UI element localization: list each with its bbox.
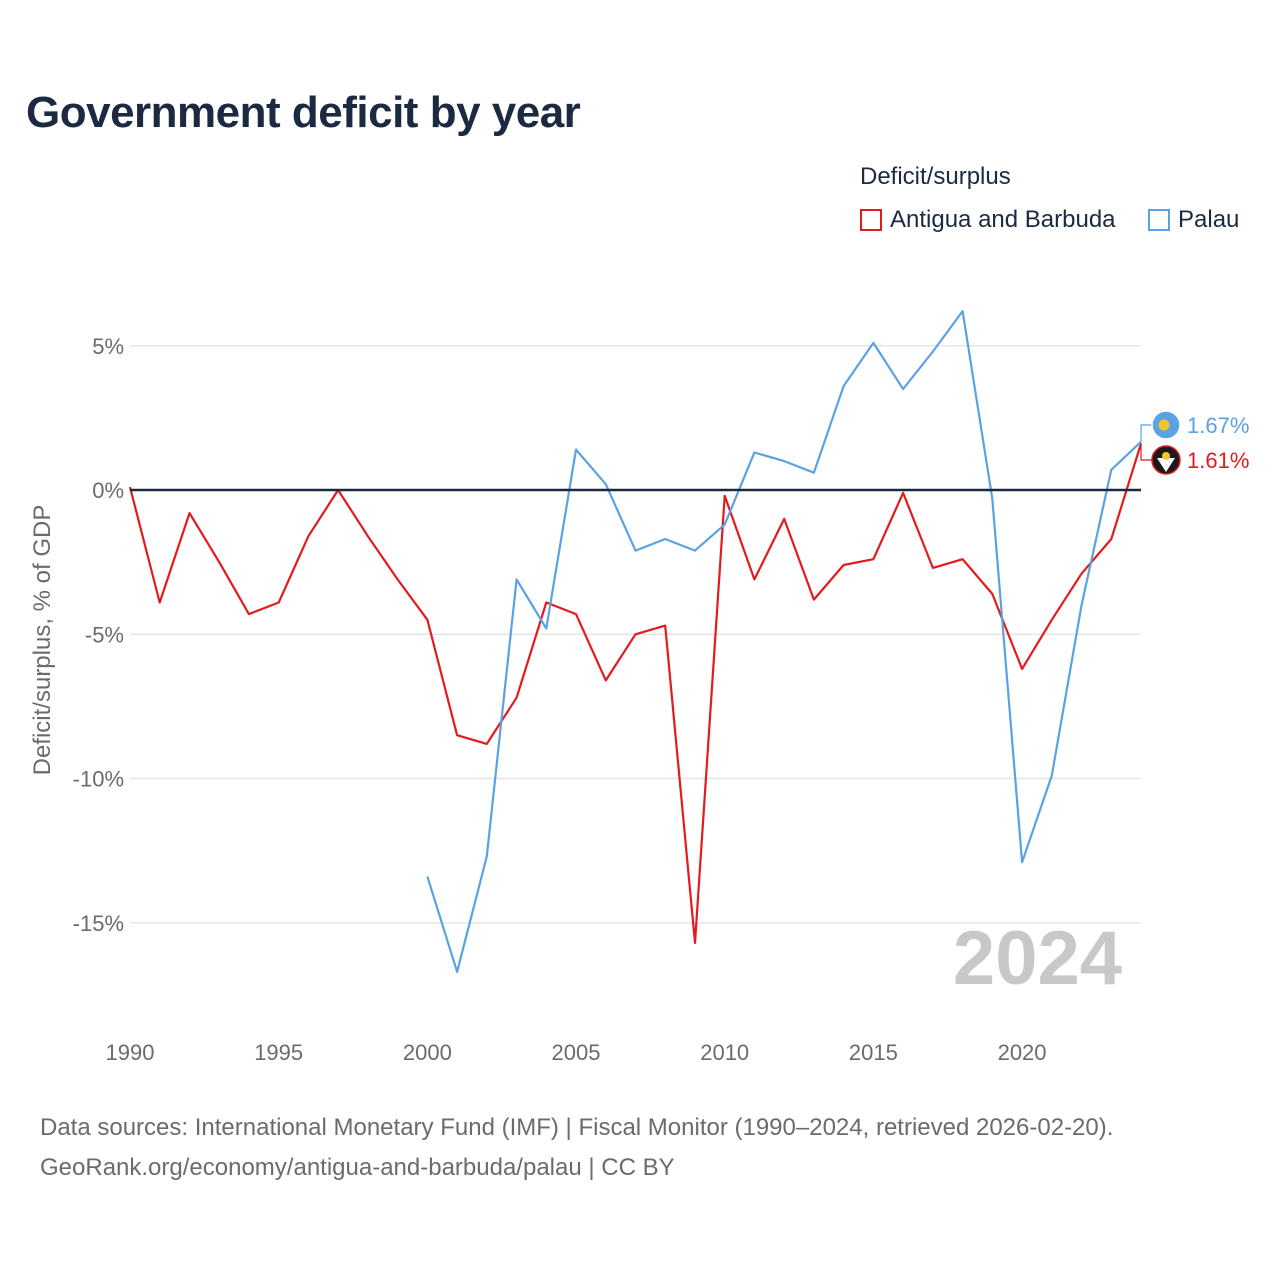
x-tick-label: 1995 bbox=[254, 1040, 303, 1065]
x-tick-label: 1990 bbox=[106, 1040, 155, 1065]
y-axis-label: Deficit/surplus, % of GDP bbox=[29, 505, 56, 776]
x-tick-label: 2015 bbox=[849, 1040, 898, 1065]
end-connector-antigua-and-barbuda bbox=[1140, 443, 1152, 461]
y-axis-ticks: 5% 0% -5% -10% -15% bbox=[73, 334, 124, 936]
series-lines bbox=[128, 310, 1143, 973]
x-tick-label: 2000 bbox=[403, 1040, 452, 1065]
series-line-palau[interactable] bbox=[426, 310, 1142, 973]
legend-item-antigua-and-barbuda[interactable]: Antigua and Barbuda bbox=[860, 205, 1116, 235]
y-tick-label: 5% bbox=[92, 334, 124, 359]
y-tick-label: 0% bbox=[92, 478, 124, 503]
legend-swatch-palau bbox=[1148, 209, 1170, 231]
legend-swatch-antigua-and-barbuda bbox=[860, 209, 882, 231]
legend-title: Deficit/surplus bbox=[860, 163, 1011, 190]
series-line-antigua-and-barbuda[interactable] bbox=[128, 443, 1143, 945]
antigua-flag-sun bbox=[1162, 452, 1170, 460]
year-watermark: 2024 bbox=[953, 916, 1122, 1001]
x-tick-label: 2005 bbox=[552, 1040, 601, 1065]
source-line-2[interactable]: GeoRank.org/economy/antigua-and-barbuda/… bbox=[40, 1154, 675, 1181]
x-tick-label: 2010 bbox=[700, 1040, 749, 1065]
y-tick-label: -15% bbox=[73, 911, 124, 936]
legend-label-antigua-and-barbuda: Antigua and Barbuda bbox=[890, 206, 1116, 233]
x-axis-ticks: 1990 1995 2000 2005 2010 2015 2020 bbox=[106, 1040, 1047, 1065]
antigua-flag-chevron bbox=[1157, 458, 1175, 472]
source-line-1: Data sources: International Monetary Fun… bbox=[40, 1114, 1114, 1141]
y-tick-label: -10% bbox=[73, 767, 124, 792]
chart-title: Government deficit by year bbox=[26, 88, 581, 137]
end-value-label-antigua-and-barbuda: 1.61% bbox=[1187, 448, 1249, 473]
y-tick-label: -5% bbox=[85, 622, 124, 647]
source-note: Data sources: International Monetary Fun… bbox=[40, 1108, 1113, 1188]
end-connector-palau bbox=[1140, 424, 1152, 442]
x-tick-label: 2020 bbox=[998, 1040, 1047, 1065]
legend-label-palau: Palau bbox=[1178, 206, 1240, 233]
series-end-markers: 1.67% 1.61% bbox=[1140, 410, 1249, 475]
palau-flag-moon bbox=[1158, 419, 1170, 431]
legend-item-palau[interactable]: Palau bbox=[1148, 205, 1239, 235]
end-value-label-palau: 1.67% bbox=[1187, 413, 1249, 438]
